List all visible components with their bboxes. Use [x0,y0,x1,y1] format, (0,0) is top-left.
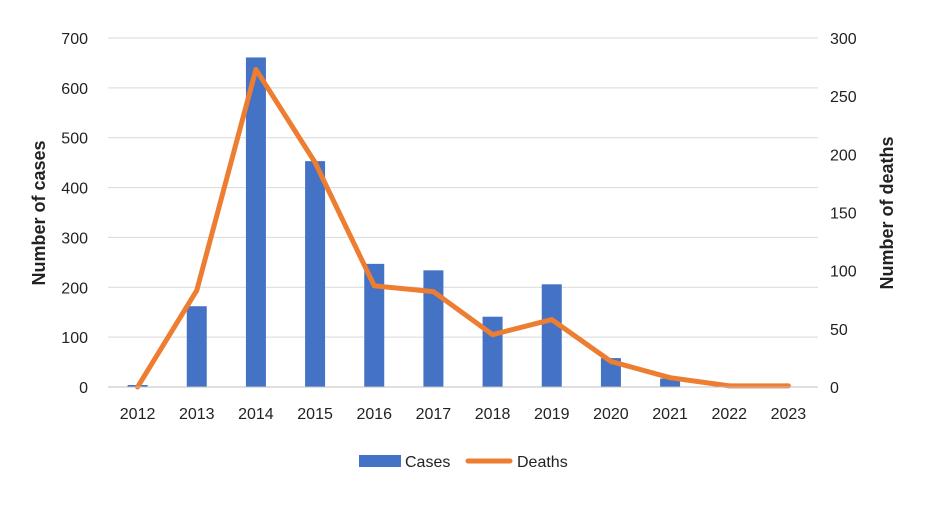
right-axis-title: Number of deaths [877,136,897,289]
left-tick-label: 600 [61,81,88,98]
bar-cases [660,378,681,387]
bar-cases [186,306,207,387]
legend-deaths-label: Deaths [517,454,568,471]
gridlines [108,37,818,338]
right-tick-label: 50 [830,322,848,339]
x-tick-label: 2013 [179,406,215,423]
bar-cases [245,57,266,388]
left-axis-title: Number of cases [29,140,49,285]
x-tick-label: 2018 [475,406,511,423]
legend-cases-label: Cases [405,454,450,471]
x-tick-label: 2023 [771,406,807,423]
right-tick-label: 200 [830,147,857,164]
left-tick-label: 700 [61,31,88,48]
bar-cases [305,161,326,387]
right-tick-label: 0 [830,380,839,397]
x-tick-label: 2014 [238,406,274,423]
bar-cases [423,270,444,387]
deaths-series-line [135,66,791,390]
x-axis-ticks: 2012 2013 2014 2015 2016 2017 2018 2019 2020 2021… [120,406,807,423]
x-tick-label: 2020 [593,406,629,423]
x-tick-label: 2012 [120,406,156,423]
left-tick-label: 200 [61,280,88,297]
right-tick-label: 150 [830,206,857,223]
right-tick-label: 300 [830,31,857,48]
cases-bars [127,57,681,388]
legend-cases-swatch [359,455,401,467]
x-tick-label: 2022 [711,406,747,423]
right-tick-label: 250 [830,89,857,106]
x-tick-label: 2021 [652,406,688,423]
legend: Cases Deaths [359,454,568,471]
right-tick-label: 100 [830,264,857,281]
left-axis-ticks: 0 100 200 300 400 500 600 700 [61,31,88,397]
x-tick-label: 2019 [534,406,570,423]
x-tick-label: 2017 [416,406,452,423]
left-tick-label: 300 [61,230,88,247]
left-tick-label: 500 [61,131,88,148]
bar-cases [541,284,562,387]
left-tick-label: 0 [79,380,88,397]
x-tick-label: 2015 [297,406,333,423]
left-tick-label: 400 [61,181,88,198]
left-tick-label: 100 [61,330,88,347]
right-axis-ticks: 0 50 100 150 200 250 300 [830,31,857,397]
bar-cases [364,263,385,387]
x-tick-label: 2016 [356,406,392,423]
